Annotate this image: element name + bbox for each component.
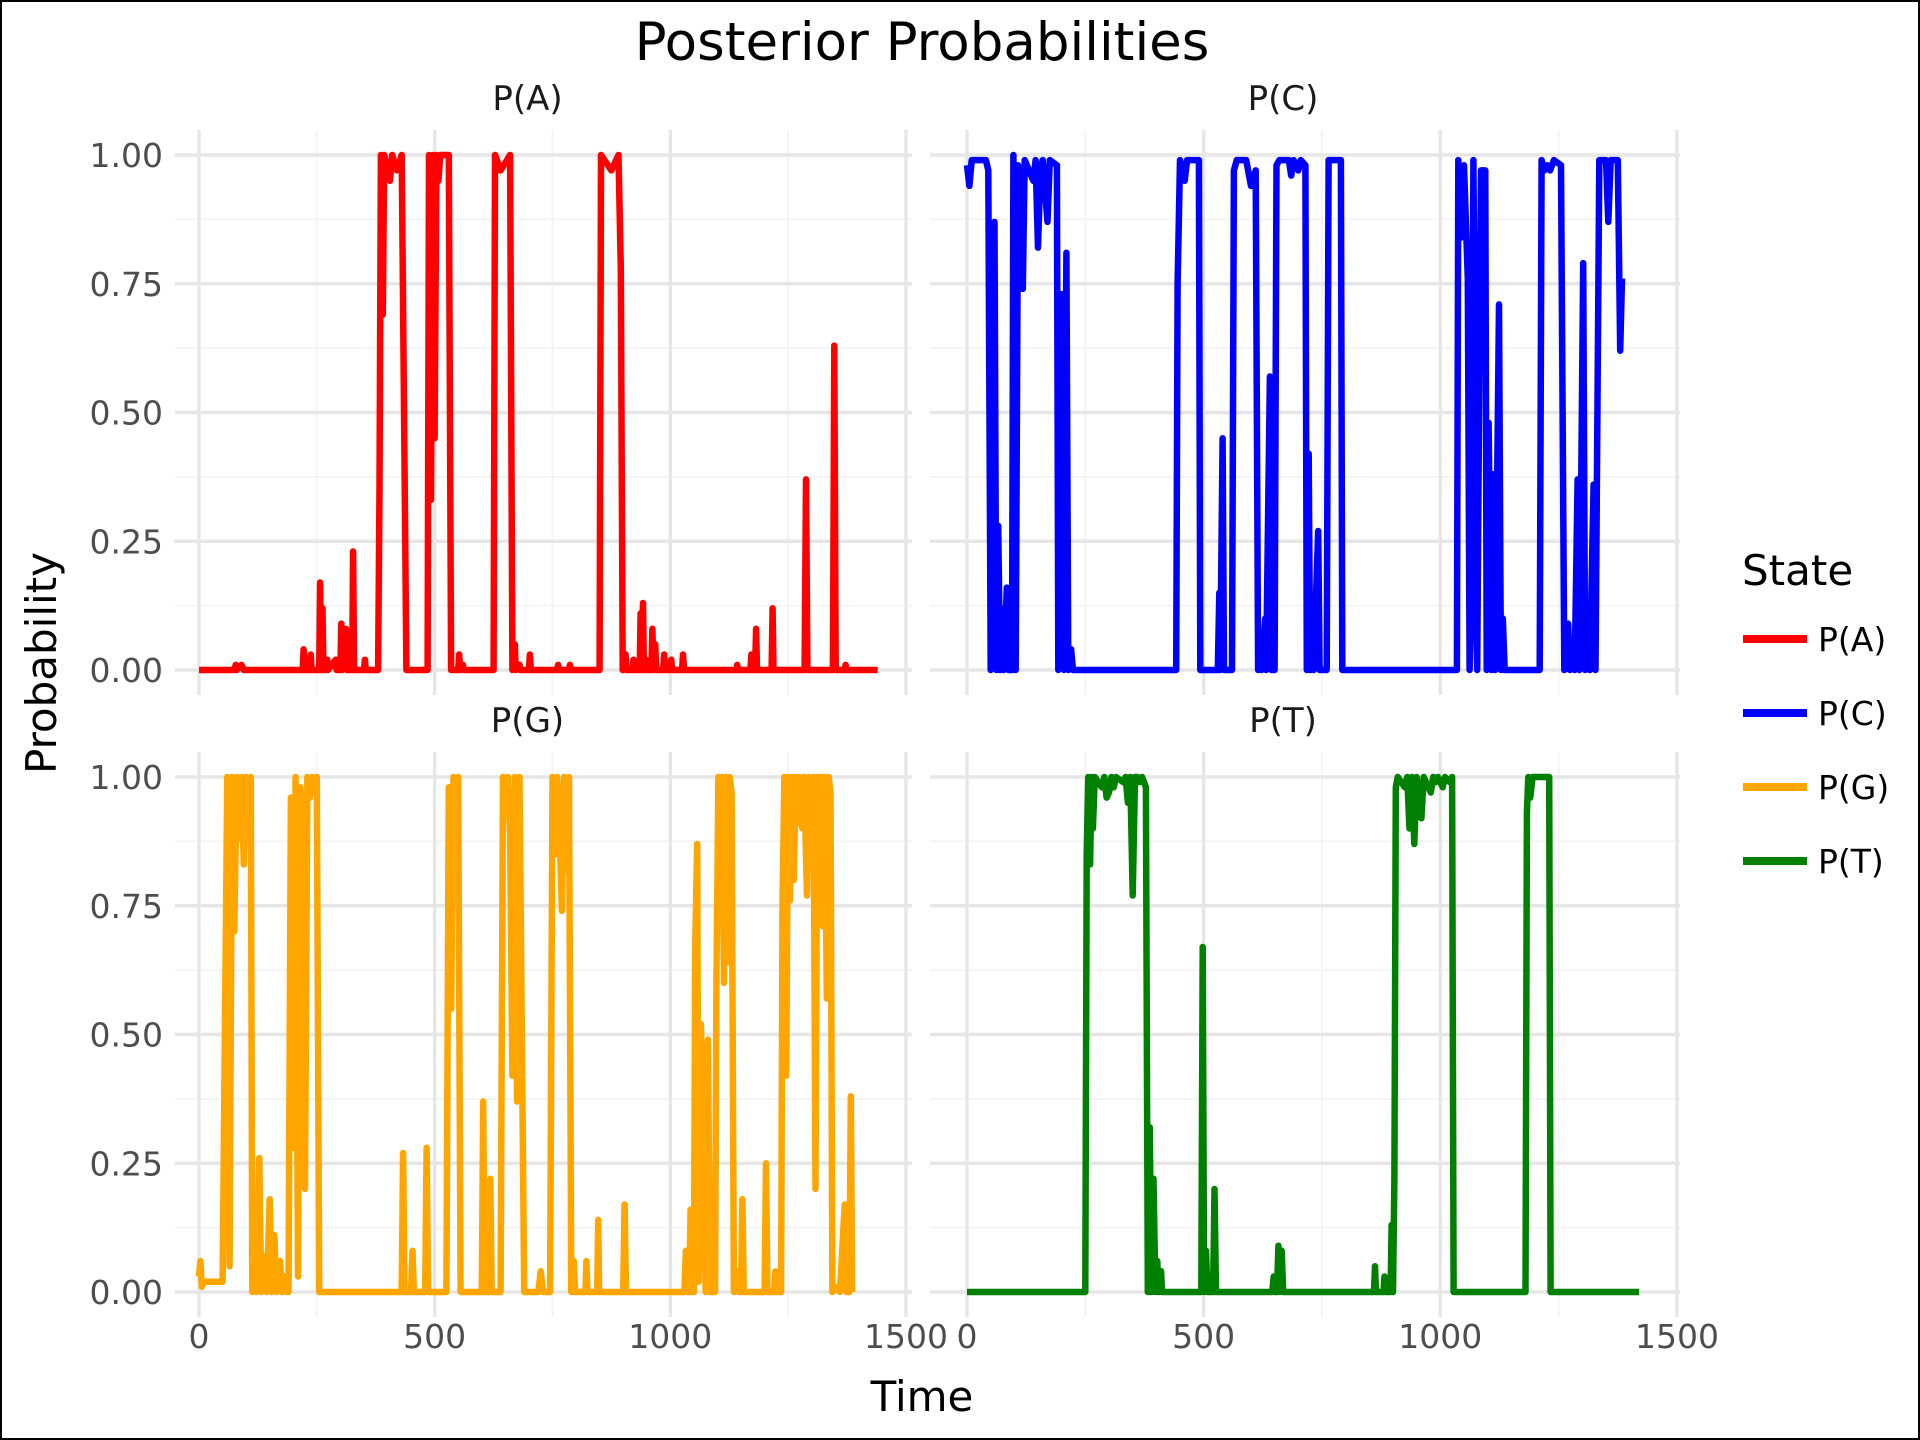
panel-pc: P(C) bbox=[930, 79, 1680, 695]
facet-label-pg: P(G) bbox=[491, 701, 564, 741]
facet-label-pc: P(C) bbox=[1248, 79, 1319, 119]
x-tick-label: 1500 bbox=[864, 1317, 948, 1356]
y-tick-label: 0.50 bbox=[90, 1016, 163, 1055]
panel-pg: P(G) 0.00 0.25 0.50 0.75 1.00 0 500 1000 1500 bbox=[90, 701, 948, 1356]
x-axis-title: Time bbox=[870, 1372, 974, 1421]
y-tick-label: 1.00 bbox=[90, 136, 163, 175]
legend-entry-pc: P(C) bbox=[1743, 694, 1887, 733]
y-tick-label: 0.75 bbox=[90, 265, 163, 304]
facet-label-pa: P(A) bbox=[492, 79, 562, 119]
x-tick-label: 500 bbox=[1172, 1317, 1235, 1356]
facet-label-pt: P(T) bbox=[1249, 701, 1317, 741]
panel-pa: P(A) 0.00 0.25 0.50 0.75 1.00 bbox=[90, 79, 912, 695]
y-tick-label: 0.25 bbox=[90, 1144, 163, 1183]
y-tick-label: 0.00 bbox=[90, 651, 163, 690]
x-tick-label: 1500 bbox=[1635, 1317, 1719, 1356]
y-tick-label: 0.25 bbox=[90, 522, 163, 561]
series-line-pt bbox=[967, 773, 1640, 1296]
legend-label-pg: P(G) bbox=[1818, 768, 1889, 807]
legend-title: State bbox=[1742, 546, 1853, 595]
y-tick-label: 0.75 bbox=[90, 887, 163, 926]
x-tick-label: 500 bbox=[403, 1317, 466, 1356]
facet-panels: P(A) 0.00 0.25 0.50 0.75 1.00 P(C) P(G) 0.00 0.25… bbox=[90, 79, 1719, 1356]
legend-entry-pt: P(T) bbox=[1743, 842, 1884, 881]
x-tick-label: 0 bbox=[189, 1317, 210, 1356]
legend-label-pa: P(A) bbox=[1818, 620, 1886, 659]
y-tick-label: 0.00 bbox=[90, 1273, 163, 1312]
panel-pt: P(T) 0 500 1000 1500 bbox=[930, 701, 1719, 1356]
legend-entry-pa: P(A) bbox=[1743, 620, 1886, 659]
series-line-pc bbox=[963, 151, 1626, 674]
legend-label-pc: P(C) bbox=[1818, 694, 1887, 733]
y-axis-title: Probability bbox=[17, 552, 66, 774]
x-tick-label: 1000 bbox=[1398, 1317, 1482, 1356]
y-tick-label: 1.00 bbox=[90, 758, 163, 797]
x-tick-label: 0 bbox=[957, 1317, 978, 1356]
x-tick-label: 1000 bbox=[628, 1317, 712, 1356]
series-line-pa bbox=[199, 151, 878, 674]
legend: State P(A) P(C) P(G) P(T) bbox=[1742, 546, 1889, 881]
y-tick-label: 0.50 bbox=[90, 394, 163, 433]
chart-title: Posterior Probabilities bbox=[635, 12, 1210, 73]
legend-label-pt: P(T) bbox=[1818, 842, 1884, 881]
legend-entry-pg: P(G) bbox=[1743, 768, 1889, 807]
series-line-pg bbox=[195, 773, 856, 1296]
